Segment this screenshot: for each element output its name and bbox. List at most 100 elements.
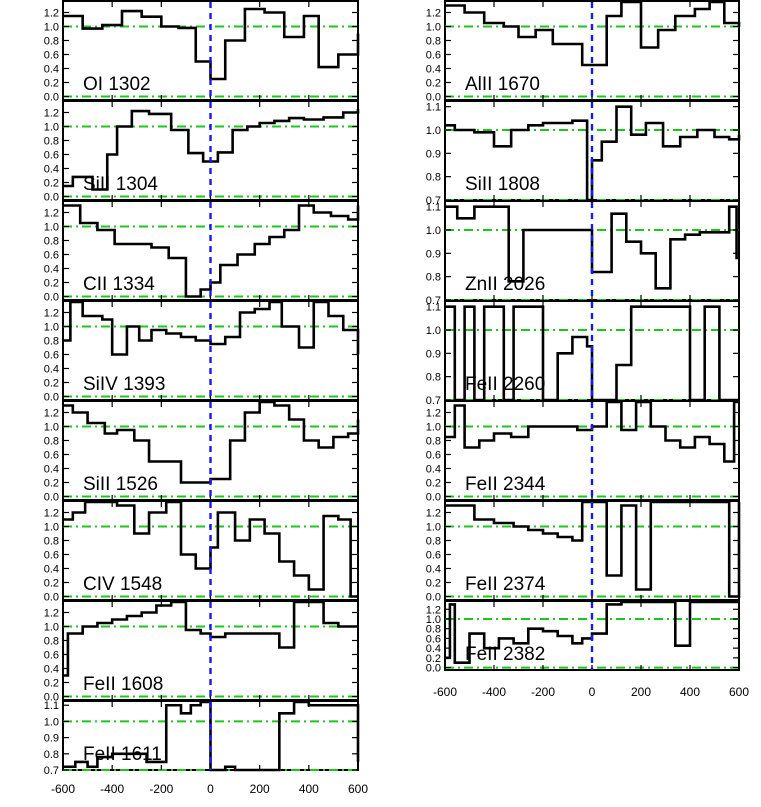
spectrum-series <box>445 205 739 290</box>
y-tick-label: 0.0 <box>426 492 441 504</box>
y-tick-label: 0.0 <box>44 292 59 304</box>
y-tick-label: 0.4 <box>44 564 59 576</box>
panel-siii-1808: 0.7 0.8 0.9 1.0 1.1 SiII 1808 <box>426 100 741 207</box>
panel-cii-1334: 0.0 0.2 0.4 0.6 0.8 1.0 1.2 CII 1334 <box>44 200 360 304</box>
y-tick-label: 1.2 <box>426 8 441 20</box>
x-tick-label: 200 <box>631 685 651 699</box>
panel-civ-1548: 0.0 0.2 0.4 0.6 0.8 1.0 1.2 CIV 1548 <box>44 500 359 604</box>
y-tick-label: 0.6 <box>44 250 59 262</box>
y-tick-label: 1.2 <box>44 308 59 320</box>
y-tick-label: 0.2 <box>44 278 59 290</box>
y-tick-label: 1.0 <box>426 22 441 34</box>
panel-label: SiII 1526 <box>83 474 158 495</box>
y-tick-label: 0.7 <box>44 765 59 777</box>
panel-label: FeII 1608 <box>83 674 163 695</box>
y-tick-label: 0.0 <box>44 592 59 604</box>
y-tick-label: 0.6 <box>44 50 59 62</box>
y-tick-label: 1.2 <box>44 208 59 220</box>
y-tick-label: 0.8 <box>426 372 441 384</box>
y-tick-label: 0.8 <box>44 136 59 148</box>
y-tick-label: 0.8 <box>426 272 441 284</box>
y-tick-label: 0.0 <box>44 92 59 104</box>
panel-oi-1302: 0.0 0.2 0.4 0.6 0.8 1.0 1.2 OI 1302 <box>44 0 360 104</box>
x-tick-label: 400 <box>299 782 319 796</box>
spectrum-series <box>63 500 358 598</box>
y-tick-label: 0.2 <box>44 378 59 390</box>
x-tick-label: 200 <box>250 782 270 796</box>
y-tick-label: 0.6 <box>426 50 441 62</box>
panel-label: FeII 2382 <box>465 644 545 665</box>
y-tick-label: 0.9 <box>426 348 441 360</box>
y-tick-label: 1.0 <box>426 325 441 337</box>
y-tick-label: 0.8 <box>44 236 59 248</box>
y-tick-label: 0.2 <box>426 78 441 90</box>
y-tick-label: 0.8 <box>44 436 59 448</box>
y-tick-label: 0.6 <box>44 650 59 662</box>
y-tick-label: 1.2 <box>44 8 59 20</box>
y-tick-label: 0.6 <box>426 633 441 645</box>
spectrum-series <box>63 109 360 191</box>
y-tick-label: 1.2 <box>426 408 441 420</box>
x-axis-layer: -600 -400 -200 0 200 400 600 -600 -400 -200 0 200 40… <box>51 685 749 796</box>
y-tick-label: 0.7 <box>426 395 441 407</box>
y-tick-label: 0.0 <box>44 192 59 204</box>
y-tick-label: 0.8 <box>44 336 59 348</box>
y-tick-label: 0.4 <box>44 364 59 376</box>
y-tick-label: 0.2 <box>426 578 441 590</box>
x-tick-label: -200 <box>149 782 173 796</box>
y-tick-label: 1.1 <box>426 202 441 214</box>
x-tick-label: -400 <box>482 685 506 699</box>
y-tick-label: 0.4 <box>44 664 59 676</box>
x-tick-label: 600 <box>729 685 749 699</box>
y-tick-label: 0.2 <box>44 178 59 190</box>
y-tick-label: 1.0 <box>44 222 59 234</box>
panels-layer: 0.00.20.40.60.81.01.2OI 13020.00.20.40.6… <box>44 0 741 777</box>
y-tick-label: 1.2 <box>426 508 441 520</box>
y-tick-label: 0.8 <box>426 172 441 184</box>
y-tick-label: 1.0 <box>44 122 59 134</box>
y-tick-label: 1.0 <box>44 522 59 534</box>
y-tick-label: 0.8 <box>426 436 441 448</box>
y-tick-label: 0.4 <box>44 64 59 76</box>
y-tick-label: 1.0 <box>426 522 441 534</box>
y-tick-label: 0.8 <box>44 636 59 648</box>
y-tick-label: 0.8 <box>44 749 59 761</box>
x-tick-label: -400 <box>100 782 124 796</box>
y-tick-label: 0.0 <box>426 592 441 604</box>
y-tick-label: 0.0 <box>44 692 59 704</box>
y-tick-label: 0.4 <box>426 643 441 655</box>
x-tick-label: -600 <box>51 782 75 796</box>
spectrum-series <box>63 204 360 298</box>
spectrum-series <box>445 500 741 598</box>
y-tick-label: 0.4 <box>44 164 59 176</box>
x-tick-label: 600 <box>348 782 368 796</box>
y-tick-label: 0.2 <box>44 678 59 690</box>
panel-label: AlII 1670 <box>465 74 540 95</box>
panel-siiv-1393: 0.0 0.2 0.4 0.6 0.8 1.0 1.2 SiIV 1393 <box>44 300 360 404</box>
panel-feii-1611: 0.7 0.8 0.9 1.0 1.1 FeII 1611 <box>44 700 360 777</box>
y-tick-label: 0.8 <box>426 624 441 636</box>
x-tick-label: -200 <box>531 685 555 699</box>
y-tick-label: 1.1 <box>426 102 441 114</box>
panel-label: SiIV 1393 <box>83 374 165 395</box>
panel-label: SiII 1304 <box>83 174 158 195</box>
y-tick-label: 0.6 <box>426 550 441 562</box>
y-tick-label: 1.0 <box>426 125 441 137</box>
y-tick-label: 0.0 <box>44 492 59 504</box>
y-tick-label: 1.0 <box>426 225 441 237</box>
panel-label: CIV 1548 <box>83 574 162 595</box>
y-tick-label: 0.4 <box>426 64 441 76</box>
y-tick-label: 0.9 <box>426 248 441 260</box>
panel-feii-2344: 0.0 0.2 0.4 0.6 0.8 1.0 1.2 FeII 2344 <box>426 400 740 504</box>
x-tick-label: 0 <box>589 685 596 699</box>
y-tick-label: 1.0 <box>44 22 59 34</box>
y-tick-label: 0.6 <box>44 150 59 162</box>
panel-label: FeII 2374 <box>465 574 546 595</box>
y-tick-label: 0.0 <box>426 92 441 104</box>
y-tick-label: 0.6 <box>44 450 59 462</box>
y-tick-label: 0.6 <box>44 550 59 562</box>
y-tick-label: 0.7 <box>426 195 441 207</box>
y-tick-label: 0.6 <box>44 350 59 362</box>
panel-feii-2260: 0.7 0.8 0.9 1.0 1.1 FeII 2260 <box>426 300 740 407</box>
y-tick-label: 0.6 <box>426 450 441 462</box>
